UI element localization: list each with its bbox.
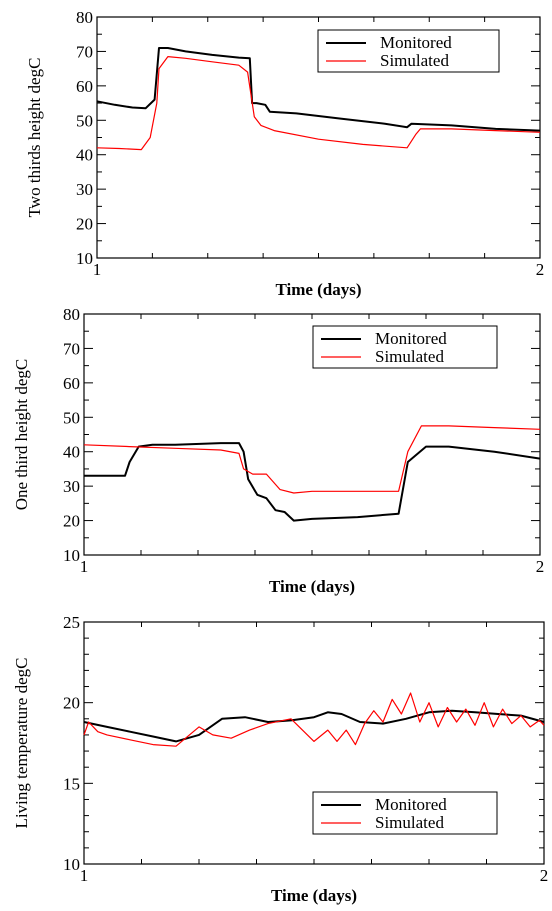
legend-label-monitored: Monitored <box>375 329 447 348</box>
x-tick-label: 1 <box>80 866 89 885</box>
x-axis-title: Time (days) <box>269 577 355 596</box>
y-tick-label: 50 <box>63 408 80 427</box>
y-tick-label: 20 <box>63 694 80 713</box>
legend-box <box>317 29 500 73</box>
y-tick-label: 10 <box>63 546 80 565</box>
legend-label-simulated: Simulated <box>375 347 444 366</box>
chart-panel-1: 10 20 30 40 50 60 70 80 1 2 Time (days) Two thirds … <box>25 8 544 299</box>
y-tick-label: 15 <box>63 774 80 793</box>
legend-box <box>312 791 498 835</box>
series-line-simulated <box>83 425 541 494</box>
series-line-simulated <box>96 55 541 151</box>
series-line-monitored <box>83 709 545 743</box>
y-tick-label: 10 <box>76 249 93 268</box>
y-tick-label: 40 <box>76 146 93 165</box>
y-tick-label: 30 <box>63 477 80 496</box>
y-axis-title: One third height degC <box>12 359 31 511</box>
y-axis-title: Living temperature degC <box>12 658 31 829</box>
y-tick-label: 30 <box>76 180 93 199</box>
y-tick-label: 20 <box>76 215 93 234</box>
x-tick-label: 1 <box>80 557 89 576</box>
y-tick-label: 70 <box>76 42 93 61</box>
y-tick-label: 40 <box>63 443 80 462</box>
x-axis-title: Time (days) <box>271 886 357 905</box>
y-tick-label: 25 <box>63 613 80 632</box>
y-tick-label: 70 <box>63 339 80 358</box>
chart-panel-2: 10 20 30 40 50 60 70 80 1 2 Time (days) One third h… <box>12 305 544 596</box>
series-line-monitored <box>84 442 541 522</box>
y-tick-label: 60 <box>76 77 93 96</box>
legend-box <box>312 325 498 369</box>
y-tick-label: 10 <box>63 855 80 874</box>
x-tick-label: 1 <box>93 260 102 279</box>
legend-label-monitored: Monitored <box>380 33 452 52</box>
legend-label-simulated: Simulated <box>375 813 444 832</box>
x-tick-label: 2 <box>540 866 549 885</box>
y-tick-label: 50 <box>76 111 93 130</box>
x-tick-label: 2 <box>536 557 545 576</box>
series-line-simulated <box>83 692 545 747</box>
y-tick-label: 20 <box>63 512 80 531</box>
y-tick-label: 80 <box>76 8 93 27</box>
x-tick-label: 2 <box>536 260 545 279</box>
x-axis-title: Time (days) <box>275 280 361 299</box>
legend-label-simulated: Simulated <box>380 51 449 70</box>
chart-panel-3: 10 15 20 25 1 2 Time (days) Living temperature … <box>12 613 548 905</box>
legend-label-monitored: Monitored <box>375 795 447 814</box>
y-tick-label: 60 <box>63 374 80 393</box>
y-axis-title: Two thirds height degC <box>25 58 44 218</box>
y-tick-label: 80 <box>63 305 80 324</box>
